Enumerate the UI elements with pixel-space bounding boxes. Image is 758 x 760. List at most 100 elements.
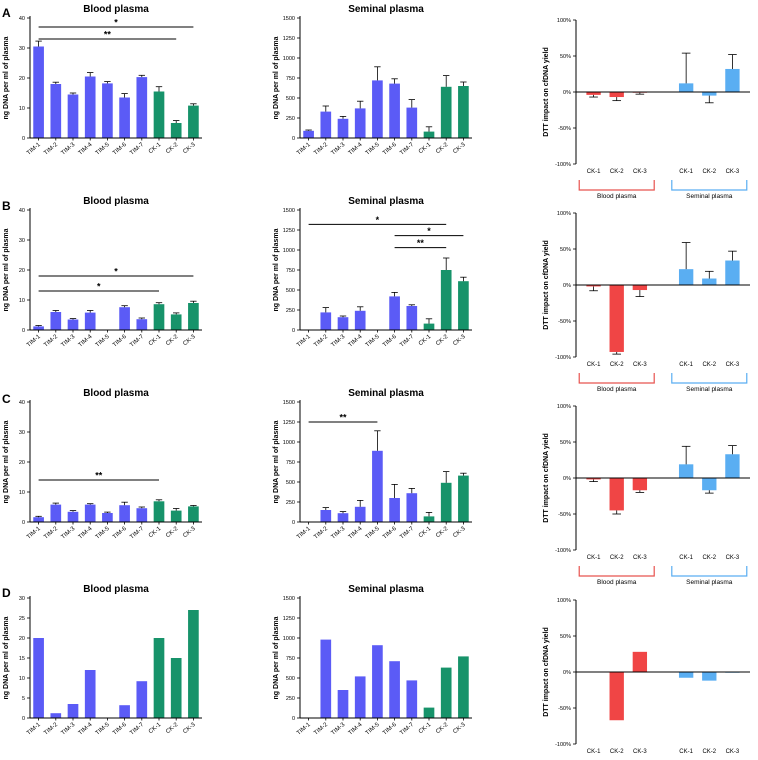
y-tick-label: -50% [558,319,571,325]
bar-tim-6 [389,83,400,138]
x-tick-label: TIM-6 [382,142,398,157]
y-tick-label: 1500 [283,596,295,602]
bar-ck-3 [725,260,740,285]
bar-tim-3 [67,704,79,718]
y-tick-label: 50% [560,54,571,60]
y-tick-label: 100% [557,18,571,24]
bar-tim-2 [320,111,332,138]
x-tick-label: CK-1 [679,169,693,175]
x-tick-label: CK-2 [702,749,716,755]
significance-label: * [427,226,431,236]
panel-label-b: B [2,199,11,213]
y-tick-label: 500 [286,96,295,102]
y-tick-label: 100% [557,211,571,217]
bar-ck-3 [458,281,469,330]
y-tick-label: 750 [286,460,295,466]
x-tick-label: TIM-5 [365,526,381,541]
x-tick-label: CK-2 [702,362,716,368]
bar-ck-1 [153,638,165,718]
x-tick-label: CK-3 [633,749,647,755]
x-tick-label: CK-2 [435,142,450,156]
x-tick-label: TIM-2 [43,526,59,541]
x-tick-label: CK-1 [679,555,693,561]
bar-tim-2 [50,84,62,138]
bar-ck-1 [423,516,435,522]
significance-label: * [114,267,118,277]
y-tick-label: -100% [555,355,571,361]
y-tick-label: 50% [560,440,571,446]
bracket-seminal-plasma [671,566,748,577]
x-tick-label: CK-2 [610,362,624,368]
y-tick-label: 1250 [283,420,295,426]
y-tick-label: 25 [19,616,25,622]
x-tick-label: TIM-4 [78,722,94,737]
x-tick-label: CK-3 [633,362,647,368]
bar-tim-6 [119,97,130,138]
bar-ck-2 [440,482,452,522]
x-tick-label: TIM-3 [60,334,76,349]
bar-tim-2 [50,713,62,718]
bar-tim-6 [119,705,130,718]
x-tick-label: CK-3 [726,555,740,561]
y-axis-label: ng DNA per ml of plasma [273,616,280,699]
x-tick-label: TIM-4 [348,526,364,541]
significance-label: ** [104,30,112,40]
y-axis-label: ng DNA per ml of plasma [3,36,10,119]
y-tick-label: 20 [19,76,25,82]
bar-ck-1 [586,285,601,287]
x-tick-label: TIM-7 [399,722,415,737]
y-tick-label: 40 [19,16,25,22]
y-tick-label: 30 [19,238,25,244]
y-tick-label: 1500 [283,400,295,406]
bar-ck-1 [423,707,435,718]
bar-ck-3 [632,285,648,291]
y-tick-label: 100% [557,404,571,410]
y-tick-label: 10 [19,106,25,112]
bar-tim-2 [320,312,332,330]
y-tick-label: 0 [292,136,295,142]
x-tick-label: CK-3 [452,334,467,348]
y-tick-label: 250 [286,308,295,314]
y-tick-label: 20 [19,268,25,274]
y-tick-label: 0 [22,716,25,722]
y-tick-label: 1500 [283,16,295,22]
x-tick-label: TIM-7 [399,334,415,349]
chart-C-blood: Blood plasma ng DNA per ml of plasma 0 10 20… [3,388,202,541]
panel-label-d: D [2,586,11,600]
x-tick-label: TIM-6 [112,722,128,737]
bar-ck-2 [609,92,624,98]
x-tick-label: CK-2 [610,749,624,755]
bar-ck-2 [440,86,452,138]
bar-ck-1 [678,269,694,285]
x-tick-label: CK-1 [587,169,601,175]
y-tick-label: 0 [292,328,295,334]
y-tick-label: 30 [19,596,25,602]
y-tick-label: 0 [292,520,295,526]
bar-tim-5 [372,645,383,718]
x-tick-label: TIM-4 [78,142,94,157]
chart-A-blood: Blood plasma ng DNA per ml of plasma 0 10 20… [3,4,202,157]
x-tick-label: CK-3 [182,526,197,540]
y-tick-label: 0% [563,283,571,289]
y-tick-label: 15 [19,656,25,662]
y-tick-label: 1000 [283,636,295,642]
bar-tim-6 [389,661,400,718]
y-tick-label: 50% [560,247,571,253]
bar-ck-1 [678,464,694,478]
x-tick-label: CK-3 [182,142,197,156]
bar-ck-1 [678,672,694,678]
bar-ck-3 [188,105,199,138]
bar-ck-1 [423,323,435,330]
x-tick-label: TIM-3 [330,334,346,349]
x-tick-label: CK-2 [610,169,624,175]
y-tick-label: -100% [555,162,571,168]
x-tick-label: TIM-4 [348,334,364,349]
y-tick-label: -50% [558,512,571,518]
bar-ck-2 [170,123,182,138]
x-tick-label: CK-3 [726,362,740,368]
bar-tim-3 [67,319,79,330]
bracket-seminal-plasma-label: Seminal plasma [686,386,733,393]
x-tick-label: CK-3 [726,749,740,755]
bar-tim-7 [136,77,148,138]
y-tick-label: 50% [560,634,571,640]
